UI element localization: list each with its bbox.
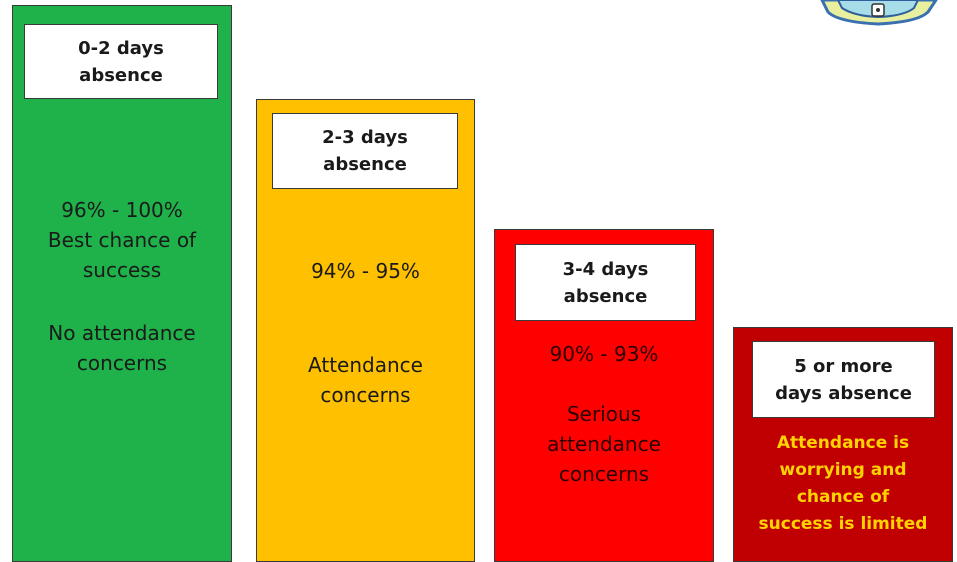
note-no-concerns: No attendance concerns — [48, 321, 196, 375]
label-5-or-more-days: 5 or more days absence — [752, 341, 935, 418]
note-attendance-concerns: Attendance concerns — [308, 353, 423, 407]
label-2-3-days: 2-3 days absence — [272, 113, 458, 189]
range-94-95: 94% - 95% — [311, 259, 420, 283]
note-serious-concerns: Serious attendance concerns — [547, 402, 661, 486]
range-90-93: 90% - 93% — [549, 342, 659, 366]
label-3-4-days: 3-4 days absence — [515, 244, 696, 321]
note-worrying: Attendance is worrying and chance of suc… — [758, 433, 928, 534]
range-96-100: 96% - 100% Best chance of success — [47, 198, 197, 282]
label-0-2-days: 0-2 days absence — [24, 24, 218, 99]
school-crest-icon — [818, 0, 957, 26]
